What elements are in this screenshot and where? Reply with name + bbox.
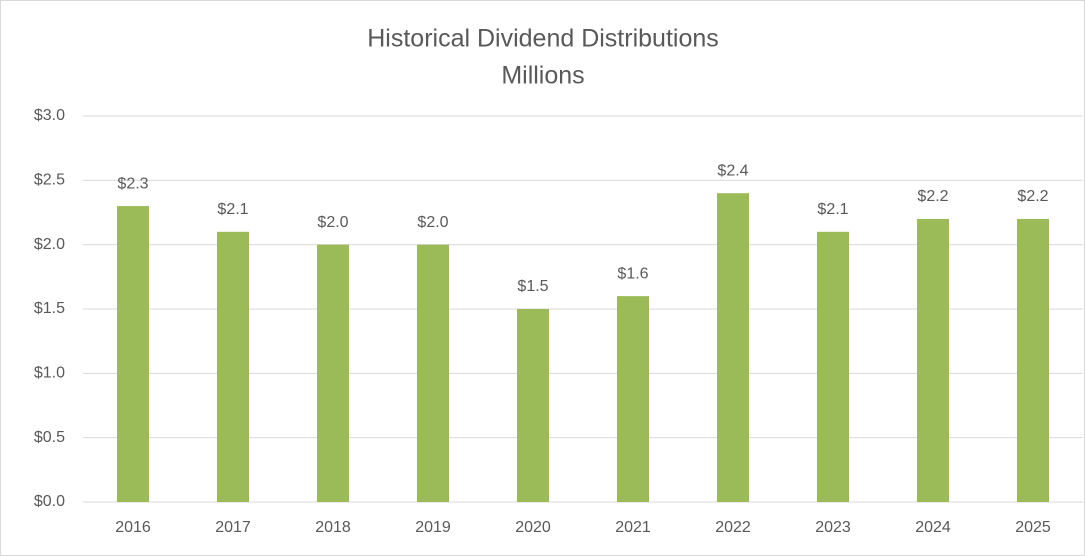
x-tick-label: 2019 xyxy=(415,519,451,536)
bar xyxy=(1017,218,1049,502)
data-label: $2.1 xyxy=(217,201,248,218)
bar xyxy=(517,309,549,502)
y-tick-label: $0.5 xyxy=(34,429,65,446)
y-tick-label: $2.0 xyxy=(34,236,65,253)
bar xyxy=(417,244,449,502)
bar xyxy=(817,231,849,503)
x-tick-label: 2024 xyxy=(915,519,951,536)
x-tick-label: 2017 xyxy=(215,519,251,536)
x-tick-label: 2021 xyxy=(615,519,651,536)
data-label: $1.6 xyxy=(617,265,648,282)
data-label: $1.5 xyxy=(517,278,548,295)
data-label: $2.4 xyxy=(717,162,748,179)
y-tick-label: $3.0 xyxy=(34,107,65,124)
x-tick-label: 2018 xyxy=(315,519,351,536)
bar xyxy=(317,244,349,502)
bar xyxy=(617,296,649,502)
data-label: $2.3 xyxy=(117,175,148,192)
bar xyxy=(917,218,949,502)
x-tick-label: 2022 xyxy=(715,519,751,536)
data-label: $2.1 xyxy=(817,201,848,218)
y-tick-label: $1.0 xyxy=(34,365,65,382)
chart-subtitle: Millions xyxy=(501,62,584,90)
data-label: $2.0 xyxy=(417,214,448,231)
y-tick-label: $2.5 xyxy=(34,172,65,189)
y-tick-label: $1.5 xyxy=(34,300,65,317)
x-tick-label: 2023 xyxy=(815,519,851,536)
x-tick-label: 2025 xyxy=(1015,519,1051,536)
x-tick-label: 2020 xyxy=(515,519,551,536)
bar xyxy=(717,193,749,502)
y-tick-label: $0.0 xyxy=(34,493,65,510)
x-tick-label: 2016 xyxy=(115,519,151,536)
data-label: $2.2 xyxy=(917,188,948,205)
data-label: $2.0 xyxy=(317,214,348,231)
data-label: $2.2 xyxy=(1017,188,1048,205)
bar xyxy=(117,206,149,503)
chart-title: Historical Dividend Distributions xyxy=(367,25,719,53)
bar xyxy=(217,231,249,503)
